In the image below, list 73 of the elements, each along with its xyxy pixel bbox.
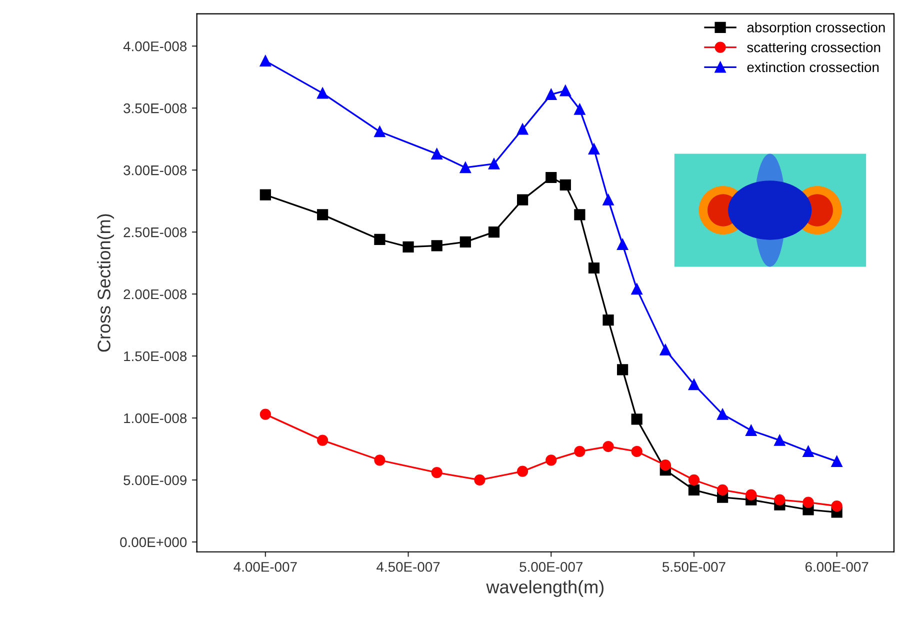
point [260,55,271,67]
point [546,172,557,184]
point [431,240,442,252]
point [588,262,600,274]
point [374,234,386,246]
point [488,158,500,170]
point [588,143,600,155]
y-tick-label: 3.00E-008 [124,165,187,176]
point [260,189,271,200]
y-tick-label: 1.50E-008 [124,351,187,362]
point [574,446,586,458]
point [802,446,814,458]
point [431,148,442,160]
point [474,474,486,486]
point [688,378,700,390]
point [602,314,614,326]
point [560,179,571,190]
point [374,126,386,138]
point [660,460,671,471]
point [317,434,328,446]
x-tick-label: 4.00E-007 [234,562,297,572]
point [517,194,528,206]
point [616,364,628,376]
point [574,209,586,220]
point [660,344,671,356]
y-tick-label: 4.00E-008 [123,41,187,52]
legend-label: extinction crossection [747,62,879,72]
point [546,88,557,100]
point [317,209,328,220]
point [488,226,500,238]
point [317,88,328,99]
point [517,466,528,477]
point [460,162,471,174]
y-axis-title: Cross Section(m) [97,214,114,352]
point [688,484,700,496]
point [631,414,642,425]
point [746,424,757,436]
point [716,484,728,496]
point [374,454,386,466]
legend-label: scattering crossection [747,42,880,56]
point [802,496,814,508]
x-tick-label: 5.50E-007 [662,562,726,572]
point [616,238,628,250]
y-tick-label: 5.00E-009 [124,475,186,486]
point [574,104,586,115]
point [560,85,571,96]
point [431,466,442,478]
point [517,124,528,135]
point [602,440,614,452]
y-tick-label: 2.50E-008 [124,227,187,238]
point [631,284,642,295]
point [746,489,757,500]
point [688,474,700,486]
point [602,194,614,206]
point [831,500,842,512]
x-axis-title: wavelength(m) [486,580,604,597]
y-tick-label: 3.50E-008 [124,103,187,114]
point [831,456,842,467]
x-tick-label: 5.00E-007 [520,562,582,572]
x-tick-label: 6.00E-007 [805,562,868,572]
y-tick-label: 2.00E-008 [124,289,187,300]
x-tick-label: 4.50E-007 [376,562,440,572]
point [774,434,786,446]
point [546,454,557,466]
point [631,446,642,458]
legend-label: absorption crossection [747,22,885,36]
point [260,408,271,420]
point [460,236,471,248]
point [774,494,786,506]
y-tick-label: 0.00E+000 [120,537,187,548]
point [402,241,414,252]
point [716,408,728,420]
y-tick-label: 1.00E-008 [124,413,187,424]
